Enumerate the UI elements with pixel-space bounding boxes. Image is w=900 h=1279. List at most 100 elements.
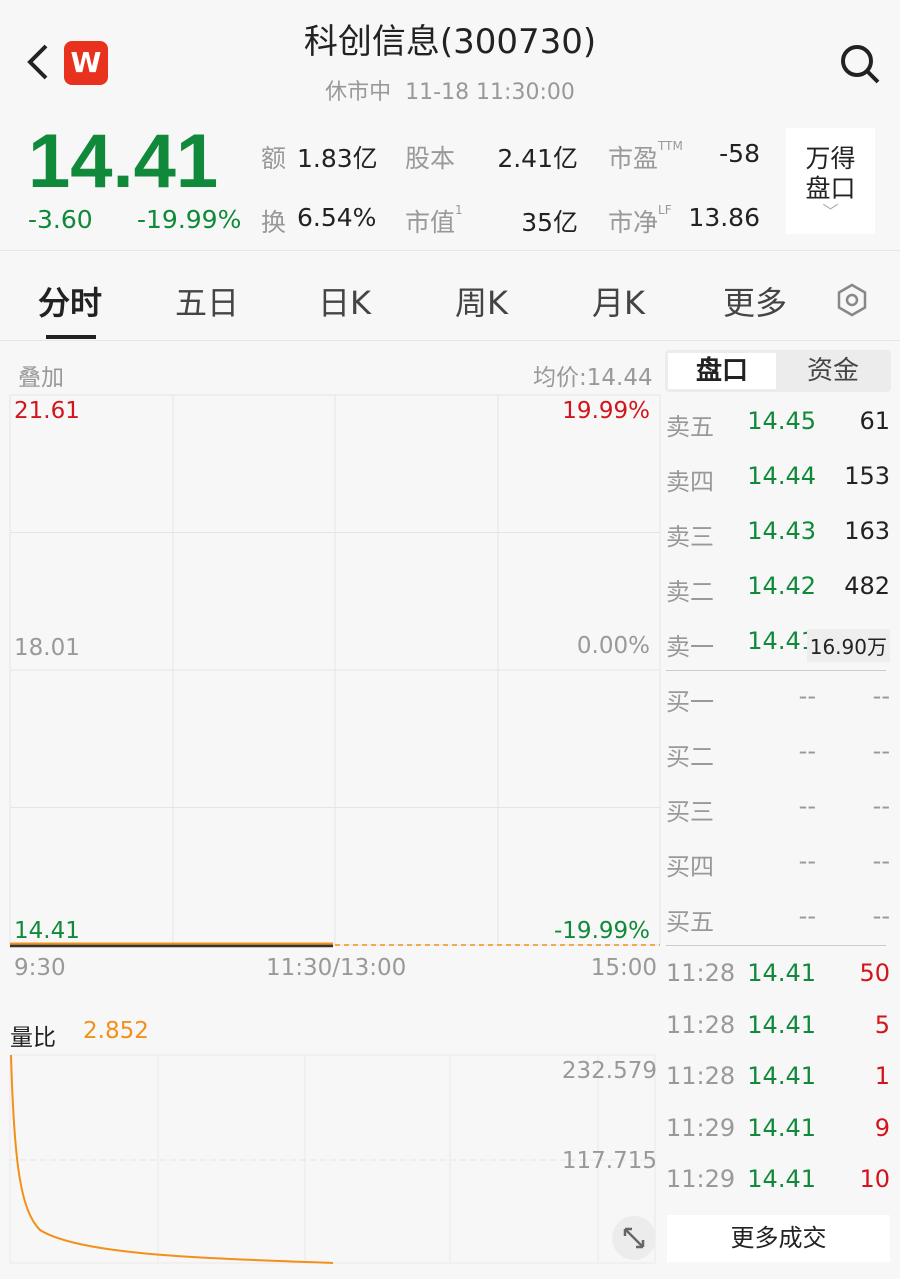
stat-sup: LF: [658, 203, 672, 217]
orderbook-label: 盘口: [805, 174, 856, 203]
bid-price: --: [798, 737, 816, 765]
x-label-close: 15:00: [590, 955, 657, 981]
vr-frame: [9, 1054, 656, 1264]
trade-time: 11:29: [666, 1165, 736, 1193]
pct-high-label: 19.99%: [562, 398, 650, 424]
ask-volume: 61: [859, 407, 890, 435]
pct-mid-label: 0.00%: [576, 633, 650, 659]
vr-top-label: 232.579: [561, 1058, 657, 1084]
volume-ratio-chart: [9, 1054, 656, 1264]
search-icon[interactable]: [838, 42, 882, 90]
stat-value: 35亿: [521, 208, 578, 237]
pct-low-label: -19.99%: [554, 918, 650, 944]
stat-label: 市盈TTM: [608, 139, 683, 173]
overlay-button[interactable]: 叠加: [18, 365, 64, 391]
ask-label: 卖三: [666, 523, 714, 551]
bid-volume: --: [872, 737, 890, 765]
tab-funds[interactable]: 资金: [806, 356, 859, 386]
y-mid-label: 18.01: [14, 635, 80, 661]
wind-orderbook-button[interactable]: 万得 盘口 ﹀: [786, 128, 875, 234]
tab-1[interactable]: 五日: [175, 284, 240, 322]
tab-orderbook[interactable]: 盘口: [668, 353, 776, 389]
trade-price: 14.41: [747, 1062, 816, 1090]
stat-label: 换: [261, 208, 287, 237]
tab-3[interactable]: 周K: [455, 284, 508, 322]
trade-price: 14.41: [747, 1010, 816, 1039]
y-high-label: 21.61: [14, 398, 80, 424]
stat-label: 市值1: [405, 203, 463, 237]
ask-label: 卖五: [666, 413, 714, 441]
trade-volume: 5: [874, 1010, 890, 1039]
ask-volume: 163: [844, 517, 890, 545]
tab-indicator: [46, 335, 96, 339]
stat-value: 2.41亿: [497, 144, 578, 173]
stat-value: 6.54%: [297, 203, 377, 232]
more-trades-button[interactable]: 更多成交: [667, 1215, 890, 1262]
settings-hex-icon[interactable]: [834, 282, 870, 322]
ask-price: 14.43: [747, 517, 816, 545]
bid-volume: --: [872, 902, 890, 930]
tab-2[interactable]: 日K: [318, 284, 371, 322]
trade-price: 14.41: [747, 959, 816, 987]
bid-volume: --: [872, 847, 890, 875]
stat-label: 股本: [405, 144, 456, 173]
stat-label: 市净LF: [608, 203, 672, 237]
ask-price: 14.41: [747, 627, 816, 655]
datetime: 11-18 11:30:00: [405, 80, 575, 105]
bid-price: --: [798, 792, 816, 820]
y-low-label: 14.41: [14, 918, 80, 944]
trade-price: 14.41: [747, 1113, 816, 1142]
ask-label: 卖二: [666, 578, 714, 606]
stat-sup: 1: [455, 203, 463, 217]
volume-ratio-line: [10, 1054, 334, 1264]
stat-value: -58: [719, 139, 760, 168]
bid-label: 买五: [666, 908, 714, 936]
trade-volume: 10: [859, 1165, 890, 1193]
stat-label: 额: [261, 144, 287, 173]
bid-volume: --: [872, 792, 890, 820]
trade-time: 11:28: [666, 1010, 736, 1039]
page-title: 科创信息(300730): [303, 22, 597, 62]
intraday-price-chart: [9, 394, 661, 948]
expand-icon[interactable]: [612, 1216, 656, 1260]
ask-volume: 16.90万: [806, 629, 890, 662]
bid-label: 买四: [666, 853, 714, 881]
bid-volume: --: [872, 682, 890, 710]
current-price: 14.41: [28, 119, 219, 204]
panel-tabs: 盘口 资金: [665, 350, 891, 392]
bid-price: --: [798, 902, 816, 930]
price-change: -3.60: [28, 205, 93, 234]
ask-price: 14.42: [747, 572, 816, 600]
vr-mid-label: 117.715: [561, 1148, 657, 1174]
tab-5[interactable]: 更多: [723, 284, 788, 322]
market-status: 休市中 11-18 11:30:00: [0, 74, 900, 106]
app-logo: W: [64, 41, 108, 85]
bid-label: 买二: [666, 743, 714, 771]
bid-label: 买三: [666, 798, 714, 826]
status-text: 休市中: [325, 80, 392, 105]
tab-4[interactable]: 月K: [592, 284, 645, 322]
trade-time: 11:28: [666, 959, 736, 987]
chevron-down-icon: ﹀: [822, 202, 839, 221]
volume-ratio-value: 2.852: [83, 1018, 149, 1044]
ask-volume: 153: [844, 462, 890, 490]
ask-volume: 482: [844, 572, 890, 600]
stat-value: 13.86: [688, 203, 760, 232]
ask-label: 卖一: [666, 633, 714, 661]
price-change-pct: -19.99%: [137, 205, 242, 234]
ask-label: 卖四: [666, 468, 714, 496]
trade-volume: 50: [859, 959, 890, 987]
back-icon[interactable]: [20, 40, 60, 84]
wind-label: 万得: [805, 144, 856, 173]
x-label-open: 9:30: [14, 955, 66, 981]
stat-value: 1.83亿: [297, 144, 378, 173]
x-label-mid: 11:30/13:00: [266, 955, 407, 981]
trade-time: 11:28: [666, 1062, 736, 1090]
volume-ratio-label: 量比: [10, 1025, 56, 1051]
bid-label: 买一: [666, 688, 714, 716]
trade-price: 14.41: [747, 1165, 816, 1193]
trade-volume: 9: [874, 1113, 890, 1142]
avg-price-label: 均价:14.44: [533, 365, 653, 391]
bid-price: --: [798, 847, 816, 875]
tab-0[interactable]: 分时: [38, 284, 103, 322]
